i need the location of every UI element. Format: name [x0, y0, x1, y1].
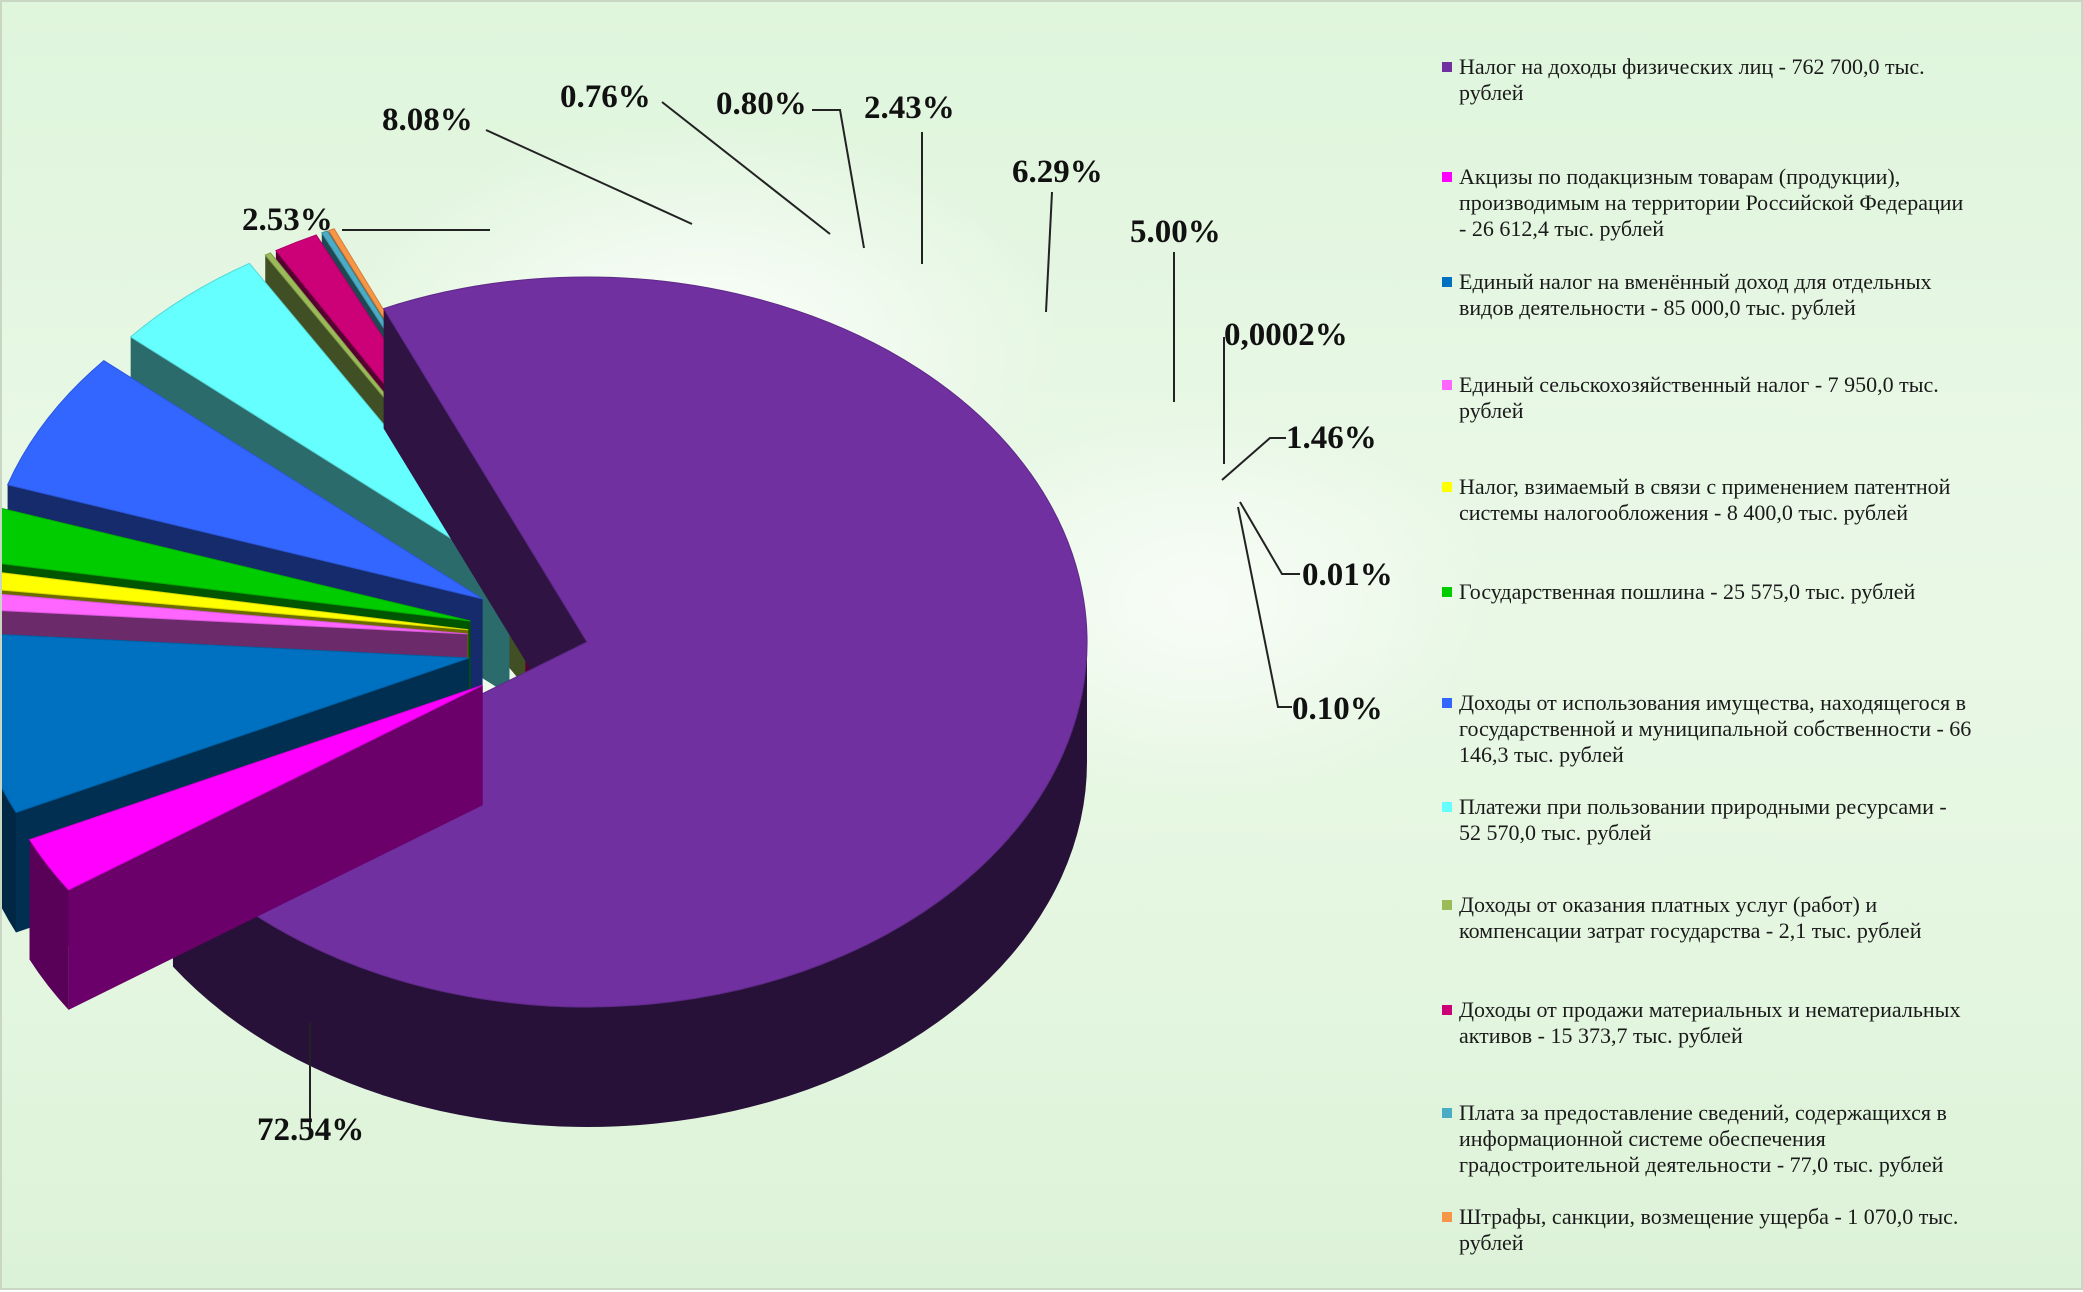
- legend-label: Доходы от продажи материальных и нематер…: [1442, 997, 2072, 1049]
- legend-label-line: градостроительной деятельности - 77,0 ты…: [1459, 1152, 1944, 1177]
- legend-label-line: Акцизы по подакцизным товарам (продукции…: [1459, 164, 1901, 189]
- legend-label: Платежи при пользовании природными ресур…: [1442, 794, 2072, 846]
- legend-swatch: [1442, 1108, 1452, 1118]
- legend-swatch: [1442, 277, 1452, 287]
- pie-slices: [2, 228, 1088, 1127]
- leader-line: [1221, 437, 1286, 481]
- percent-label: 0.80%: [716, 86, 807, 122]
- percent-label: 8.08%: [382, 102, 473, 138]
- legend-label: Доходы от использования имущества, наход…: [1442, 690, 2072, 768]
- percent-label: 1.46%: [1286, 420, 1377, 456]
- percent-label: 2.53%: [242, 202, 333, 238]
- legend-label: Налог на доходы физических лиц - 762 700…: [1442, 54, 2072, 106]
- legend-label-line: Государственная пошлина - 25 575,0 тыс. …: [1459, 579, 1916, 604]
- percent-label: 2.43%: [864, 90, 955, 126]
- legend-swatch: [1442, 698, 1452, 708]
- legend-label: Единый сельскохозяйственный налог - 7 95…: [1442, 372, 2072, 424]
- legend-label-line: Налог, взимаемый в связи с применением п…: [1459, 474, 1951, 499]
- legend-label-line: Налог на доходы физических лиц - 762 700…: [1459, 54, 1925, 79]
- legend-swatch: [1442, 587, 1452, 597]
- legend-label: Доходы от оказания платных услуг (работ)…: [1442, 892, 2072, 944]
- slice-top: [2, 634, 470, 814]
- legend-label-line: системы налогообложения - 8 400,0 тыс. р…: [1459, 500, 1909, 525]
- slice-wall: [383, 308, 587, 762]
- legend-item: Государственная пошлина - 25 575,0 тыс. …: [1442, 579, 2072, 605]
- percent-label: 0.10%: [1292, 691, 1383, 727]
- percent-label: 6.29%: [1012, 154, 1103, 190]
- legend-label-line: Доходы от оказания платных услуг (работ)…: [1459, 892, 1878, 917]
- legend-swatch: [1442, 1212, 1452, 1222]
- legend-label-line: 146,3 тыс. рублей: [1459, 742, 1624, 767]
- legend-swatch: [1442, 172, 1452, 182]
- legend-swatch: [1442, 1005, 1452, 1015]
- legend-item: Доходы от продажи материальных и нематер…: [1442, 997, 2072, 1049]
- legend-label-line: 52 570,0 тыс. рублей: [1459, 820, 1652, 845]
- legend-label-line: Штрафы, санкции, возмещение ущерба - 1 0…: [1459, 1204, 1959, 1229]
- legend-label-line: - 26 612,4 тыс. рублей: [1459, 216, 1665, 241]
- slice-rim: [2, 788, 16, 933]
- slice-top: [28, 684, 483, 891]
- percent-labels: 72.54% 2.53% 8.08% 0.76% 0.80% 2.43% 6.29% 5.00…: [242, 79, 1393, 1148]
- legend-label-line: рублей: [1459, 398, 1524, 423]
- legend-item: Налог на доходы физических лиц - 762 700…: [1442, 54, 2072, 106]
- slice-top: [2, 572, 469, 631]
- leader-line: [661, 101, 831, 235]
- slice-top: [6, 359, 483, 600]
- leader-line: [1237, 506, 1292, 708]
- pie-slice: [28, 684, 483, 1010]
- legend-item: Единый налог на вменённый доход для отде…: [1442, 269, 2072, 321]
- legend-label: Акцизы по подакцизным товарам (продукции…: [1442, 164, 2072, 242]
- legend-label: Штрафы, санкции, возмещение ущерба - 1 0…: [1442, 1204, 2072, 1256]
- legend-label-line: Доходы от продажи материальных и нематер…: [1459, 997, 1961, 1022]
- legend-label-line: государственной и муниципальной собствен…: [1459, 716, 1972, 741]
- legend-item: Штрафы, санкции, возмещение ущерба - 1 0…: [1442, 1204, 2072, 1256]
- legend-swatch: [1442, 482, 1452, 492]
- legend-label-line: рублей: [1459, 1230, 1524, 1255]
- percent-label: 0.01%: [1302, 557, 1393, 593]
- legend-swatch: [1442, 380, 1452, 390]
- leader-line: [812, 109, 865, 249]
- legend-label: Единый налог на вменённый доход для отде…: [1442, 269, 2072, 321]
- leader-line: [485, 129, 693, 225]
- percent-label: 0,0002%: [1224, 317, 1348, 353]
- percent-label: 72.54%: [257, 1112, 364, 1148]
- legend-label: Государственная пошлина - 25 575,0 тыс. …: [1442, 579, 2072, 605]
- legend-label-line: активов - 15 373,7 тыс. рублей: [1459, 1023, 1743, 1048]
- leader-line: [1239, 501, 1300, 575]
- slice-rim: [172, 642, 1087, 1127]
- legend-label: Плата за предоставление сведений, содерж…: [1442, 1100, 2072, 1178]
- slice-top: [2, 593, 468, 635]
- legend-item: Акцизы по подакцизным товарам (продукции…: [1442, 164, 2072, 242]
- legend-swatch: [1442, 802, 1452, 812]
- leader-lines: [309, 101, 1300, 1128]
- slice-rim: [29, 839, 69, 1010]
- slice-top: [129, 262, 510, 576]
- legend-swatch: [1442, 62, 1452, 72]
- legend-label-line: компенсации затрат государства - 2,1 тыс…: [1459, 918, 1922, 943]
- leader-line: [1045, 191, 1053, 313]
- legend-item: Единый сельскохозяйственный налог - 7 95…: [1442, 372, 2072, 424]
- legend-swatch: [1442, 900, 1452, 910]
- legend-label-line: Единый сельскохозяйственный налог - 7 95…: [1459, 372, 1939, 397]
- legend-label-line: Плата за предоставление сведений, содерж…: [1459, 1100, 1947, 1125]
- legend-item: Доходы от оказания платных услуг (работ)…: [1442, 892, 2072, 944]
- legend-label-line: производимым на территории Российской Фе…: [1459, 190, 1964, 215]
- legend-item: Налог, взимаемый в связи с применением п…: [1442, 474, 2072, 526]
- legend-label-line: информационной системе обеспечения: [1459, 1126, 1826, 1151]
- slice-wall: [29, 685, 483, 960]
- legend-item: Доходы от использования имущества, наход…: [1442, 690, 2072, 768]
- percent-label: 5.00%: [1130, 214, 1221, 250]
- legend-label-line: рублей: [1459, 80, 1524, 105]
- slice-top: [2, 507, 471, 622]
- legend-item: Платежи при пользовании природными ресур…: [1442, 794, 2072, 846]
- legend-label-line: видов деятельности - 85 000,0 тыс. рубле…: [1459, 295, 1856, 320]
- legend-label: Налог, взимаемый в связи с применением п…: [1442, 474, 2072, 526]
- legend-label-line: Единый налог на вменённый доход для отде…: [1459, 269, 1932, 294]
- percent-label: 0.76%: [560, 79, 651, 115]
- legend-item: Плата за предоставление сведений, содерж…: [1442, 1100, 2072, 1178]
- legend-label-line: Платежи при пользовании природными ресур…: [1459, 794, 1947, 819]
- legend-label-line: Доходы от использования имущества, наход…: [1459, 690, 1966, 715]
